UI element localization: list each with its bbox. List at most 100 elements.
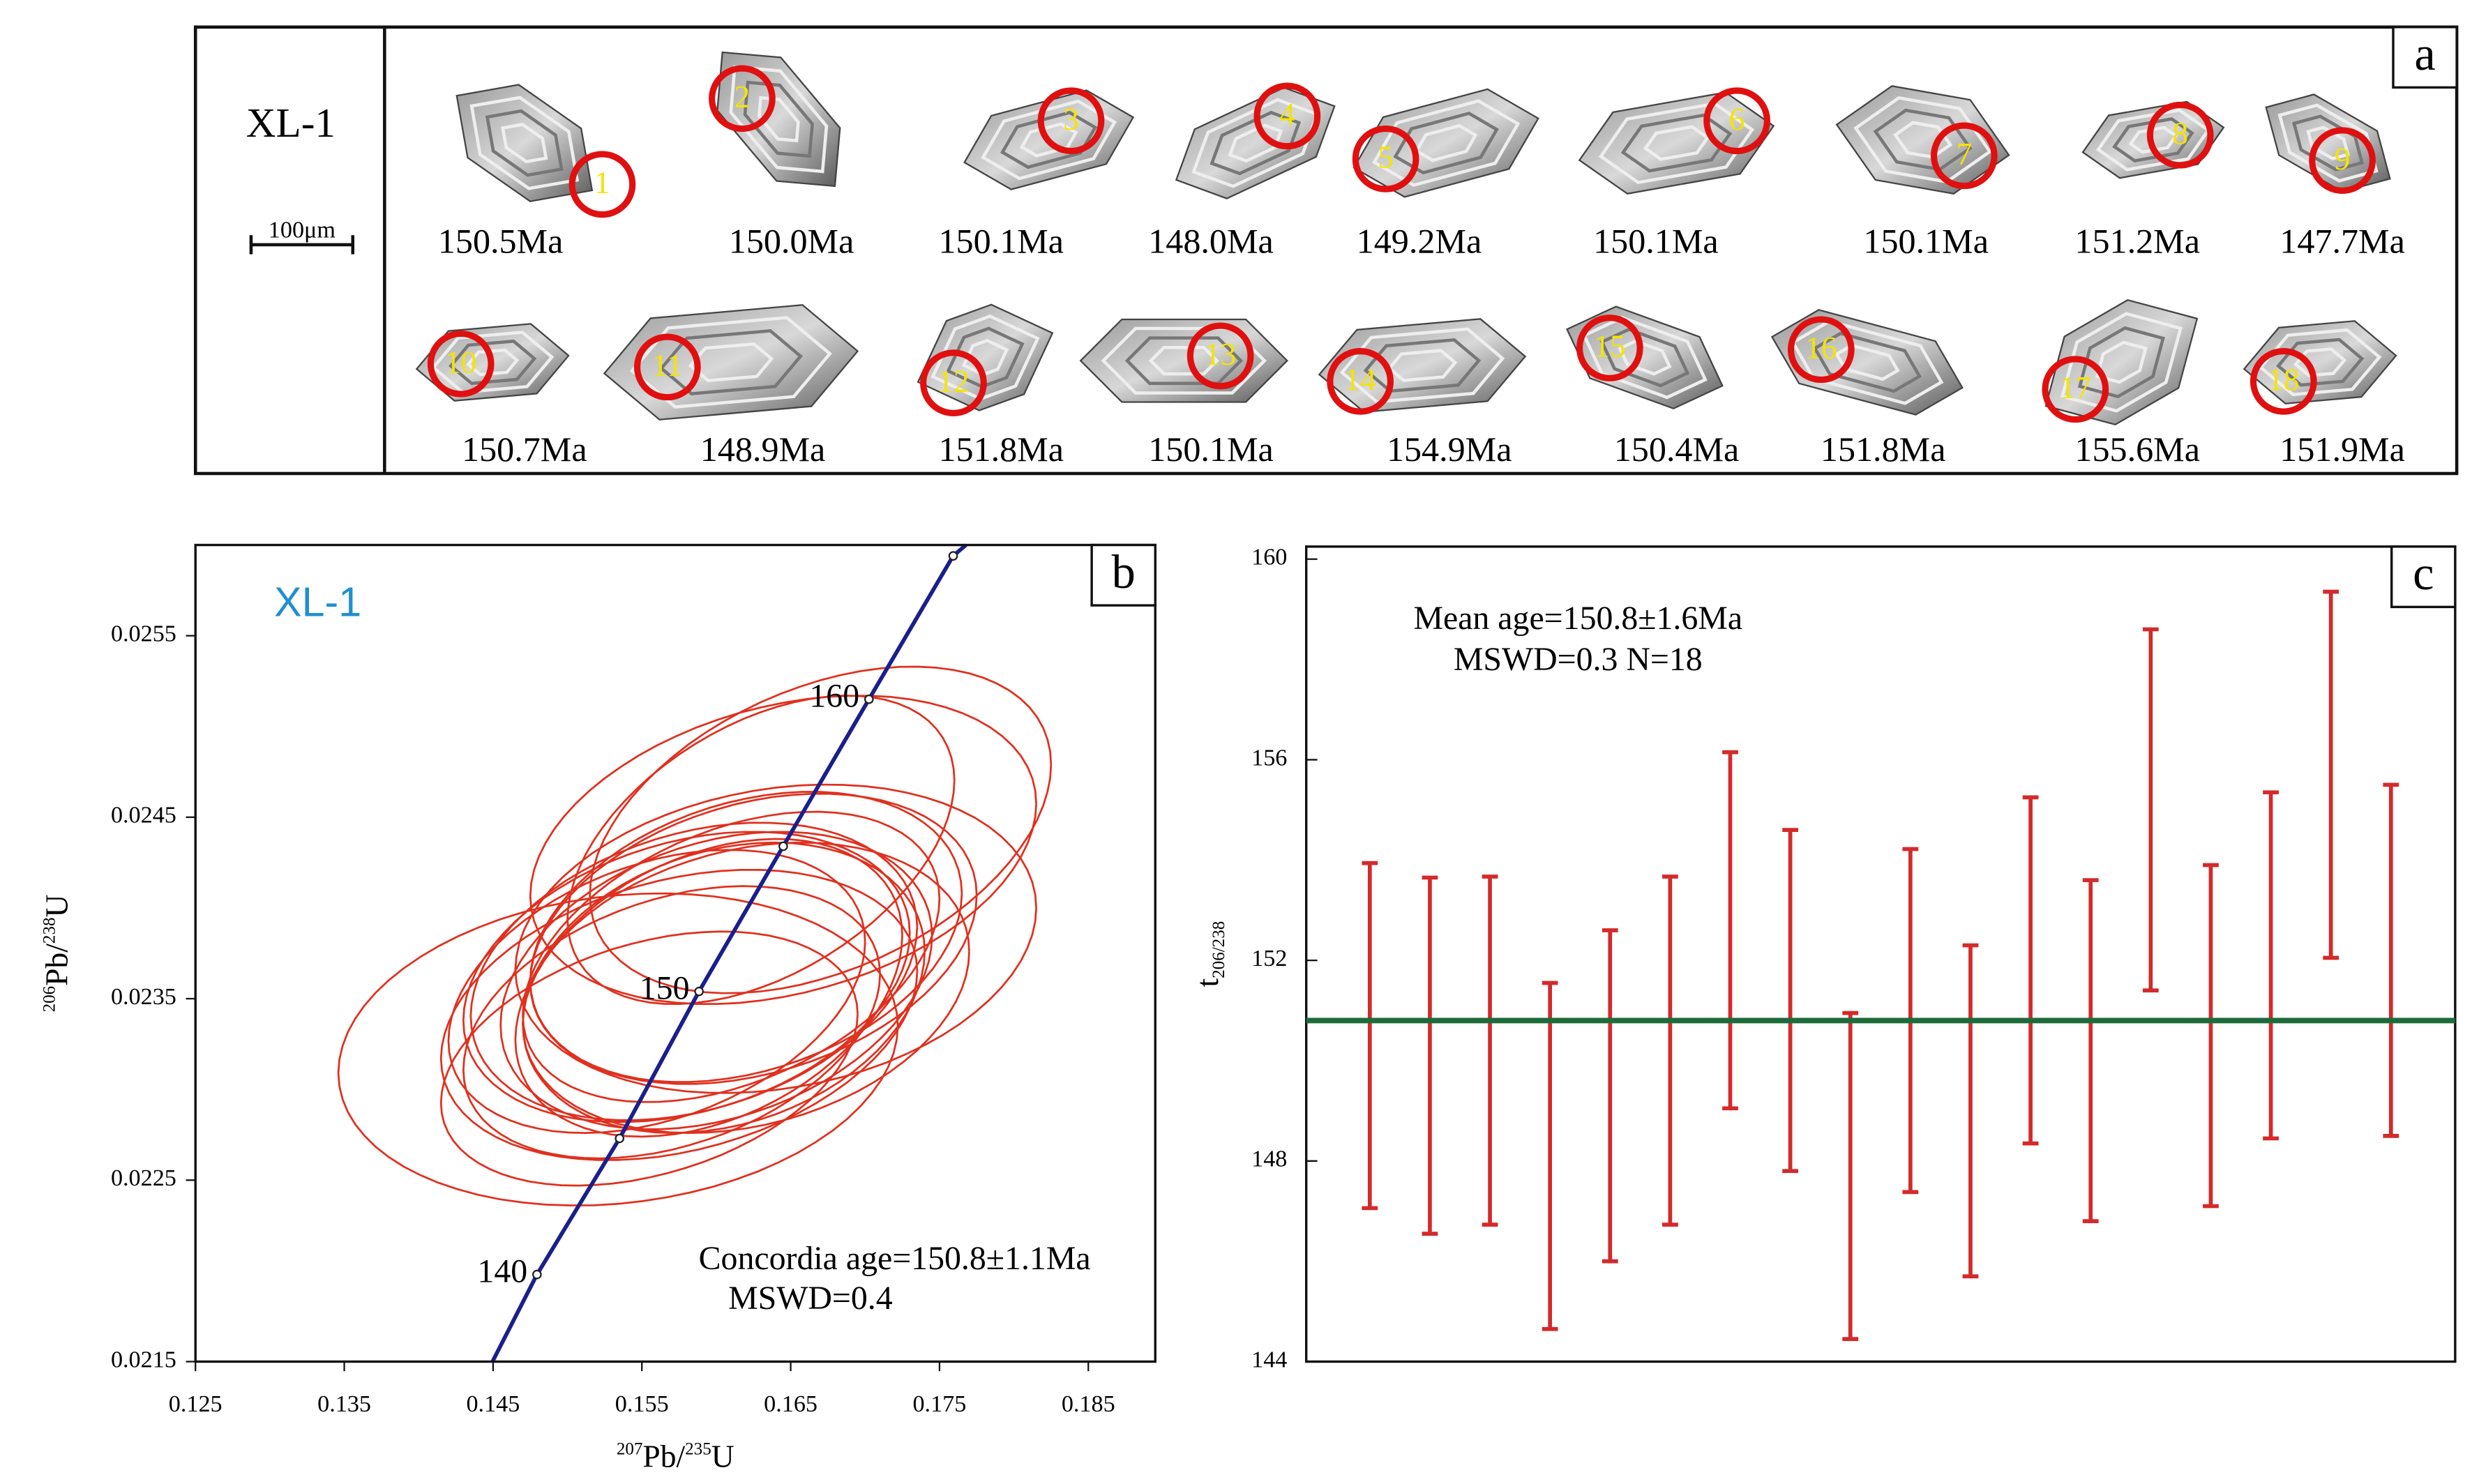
y-tick-label: 152	[1251, 946, 1287, 971]
spot-age: 150.1Ma	[1863, 221, 1989, 260]
spot-circle	[1576, 315, 1643, 381]
spot-circle	[2309, 127, 2376, 195]
zircon-group: 1 150.5Ma 2 150.0Ma 3 150.1Ma 4 148.0Ma 5 149.2Ma…	[415, 51, 2405, 469]
panel-label: c	[2413, 547, 2434, 600]
spot-number: 5	[1378, 139, 1394, 175]
growth-zone	[449, 339, 537, 386]
spot-age: 150.7Ma	[462, 430, 587, 469]
spot-age: 147.7Ma	[2280, 221, 2405, 260]
label-script: 238	[40, 917, 59, 944]
x-tick-label: 0.185	[1062, 1391, 1115, 1417]
spot-circle	[1352, 126, 1419, 192]
spot-circle	[709, 65, 776, 132]
growth-zone	[1620, 113, 1733, 173]
growth-zone	[1873, 108, 1973, 172]
spot-age: 150.0Ma	[729, 221, 854, 260]
annotation: Concordia age=150.8±1.1Ma	[699, 1240, 1091, 1277]
y-tick-label: 0.0235	[111, 984, 176, 1010]
growth-zone	[1148, 346, 1219, 376]
growth-zone	[2258, 328, 2382, 397]
age-marker	[864, 694, 874, 704]
growth-zone	[1812, 331, 1922, 393]
spot-circle	[427, 330, 495, 397]
x-tick-label: 0.125	[169, 1391, 223, 1417]
label-box	[1090, 543, 1156, 607]
spot-age: 150.4Ma	[1614, 430, 1740, 469]
annotation: Mean age=150.8±1.6Ma	[1413, 600, 1742, 637]
growth-zone	[757, 96, 800, 143]
spot-number: 18	[2268, 362, 2300, 397]
growth-zone	[630, 316, 832, 409]
scale-bar	[249, 235, 355, 255]
spot-circle	[1037, 87, 1105, 155]
spot-circle	[1253, 82, 1321, 150]
growth-zone	[501, 123, 548, 164]
spot-number: 14	[1344, 362, 1376, 397]
error-ellipse	[462, 885, 882, 1160]
growth-zone	[2095, 340, 2148, 384]
age-marker	[778, 841, 788, 851]
error-ellipse	[529, 695, 1037, 1006]
spot-number: 9	[2335, 141, 2351, 176]
age-marker	[615, 1133, 625, 1144]
y-tick-label: 144	[1251, 1347, 1287, 1372]
zircon-grain	[2044, 298, 2199, 426]
age-marker	[948, 551, 958, 561]
panel-b: 140 150 160 0.125 0.135 0.145 0.155 0.165 0.175 0…	[39, 543, 1156, 1474]
growth-zone	[1372, 99, 1521, 187]
growth-zone	[729, 65, 829, 174]
x-tick-label: 0.165	[764, 1391, 817, 1417]
annotation: MSWD=0.4	[728, 1280, 893, 1317]
label-script: 235	[685, 1440, 711, 1459]
spot-number: 11	[652, 347, 683, 383]
spot-number: 3	[1063, 101, 1079, 137]
growth-zone	[688, 342, 774, 383]
zircon-grain	[1352, 88, 1539, 198]
spot-circle	[1327, 348, 1394, 415]
growth-zone	[469, 96, 580, 190]
spot-circle	[1186, 322, 1254, 390]
spot-age: 150.5Ma	[438, 221, 564, 260]
zircon-grain	[603, 304, 859, 421]
x-tick-label: 0.135	[317, 1391, 371, 1417]
plot-frame	[194, 543, 1156, 1363]
error-ellipse	[447, 849, 866, 1135]
spot-age: 148.9Ma	[700, 430, 826, 469]
growth-zone	[1618, 339, 1672, 376]
growth-zone	[485, 109, 564, 177]
spot-circle	[2042, 356, 2109, 423]
zircon-grain	[1770, 309, 1964, 416]
growth-zone	[2060, 312, 2183, 413]
panel-label: a	[2414, 27, 2435, 80]
growth-zone	[1599, 327, 1690, 388]
growth-zone	[2277, 103, 2379, 183]
spot-number: 10	[445, 344, 477, 380]
growth-zone	[981, 99, 1117, 181]
growth-zone	[1339, 327, 1505, 404]
y-tick-label: 160	[1251, 545, 1287, 570]
spot-number: 2	[734, 79, 751, 114]
growth-zone	[2128, 126, 2178, 154]
panel-label: b	[1112, 545, 1136, 598]
spot-age: 151.2Ma	[2074, 221, 2200, 260]
growth-zone	[1598, 102, 1755, 185]
growth-zone	[1019, 122, 1078, 158]
error-ellipse	[589, 665, 1053, 994]
spot-number: 17	[2060, 370, 2092, 405]
spot-number: 6	[1729, 101, 1745, 137]
growth-zone	[1000, 110, 1098, 169]
spot-age: 150.1Ma	[1593, 221, 1719, 260]
error-ellipse	[566, 695, 956, 1006]
zircon-grain	[1566, 305, 1724, 410]
spot-number: 8	[2172, 115, 2188, 151]
age-label: 150	[640, 970, 690, 1007]
spot-age: 151.8Ma	[1821, 430, 1946, 469]
spot-number: 1	[594, 165, 610, 200]
age-label: 140	[477, 1253, 527, 1290]
spot-number: 4	[1279, 96, 1295, 132]
spot-age: 151.9Ma	[2280, 430, 2405, 469]
error-ellipse	[499, 831, 933, 1130]
growth-zone	[1393, 112, 1499, 175]
